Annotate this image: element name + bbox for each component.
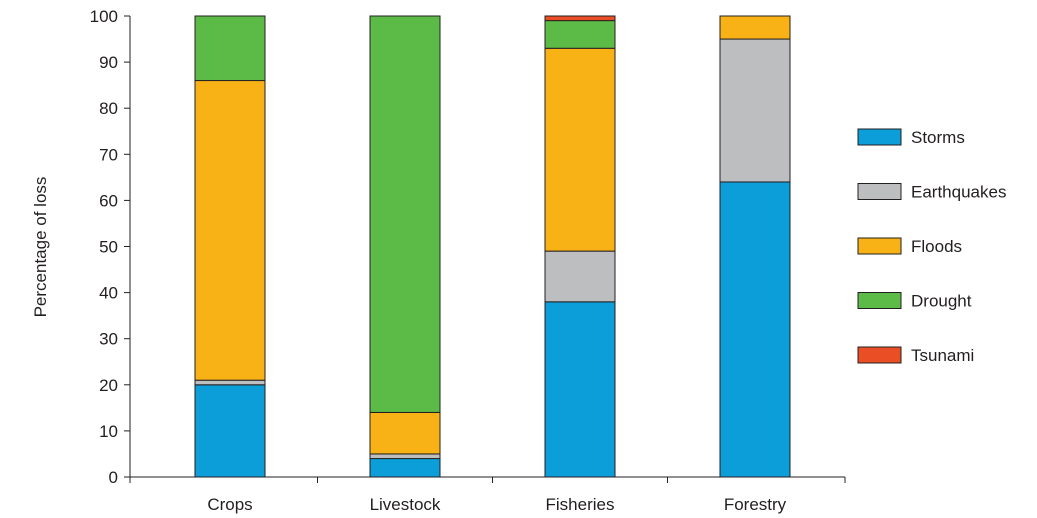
bar-segment-earthquakes	[544, 250, 616, 303]
bar-segment-floods	[369, 411, 441, 455]
x-category-label: Crops	[207, 495, 252, 514]
bar-segment-drought	[544, 20, 616, 49]
bar-segment-drought	[369, 15, 441, 413]
axes: 0 10 20 30 40 50 60 70 80 90 100 Crops Livestock Fish…	[90, 7, 846, 514]
legend-label: Tsunami	[911, 346, 974, 365]
x-category-label: Fisheries	[546, 495, 615, 514]
bar-segment-storms	[719, 181, 791, 478]
x-category-label: Forestry	[724, 495, 787, 514]
y-tick-label: 10	[99, 422, 118, 441]
bar-segment-earthquakes	[719, 38, 791, 183]
y-tick-label: 100	[90, 7, 118, 26]
bar-segment-storms	[194, 384, 266, 478]
legend-swatch-tsunami	[857, 346, 902, 364]
bar-segment-floods	[544, 47, 616, 252]
bar-segment-floods	[719, 15, 791, 40]
y-tick-label: 40	[99, 284, 118, 303]
y-tick-label: 50	[99, 238, 118, 257]
y-axis-title: Percentage of loss	[31, 177, 50, 318]
y-tick-label: 60	[99, 191, 118, 210]
bar-segment-storms	[369, 458, 441, 478]
legend-label: Drought	[911, 292, 972, 311]
y-tick-label: 70	[99, 145, 118, 164]
y-tick-label: 30	[99, 330, 118, 349]
legend-label: Floods	[911, 237, 962, 256]
legend-swatch-storms	[857, 128, 902, 146]
bars	[194, 15, 791, 478]
y-tick-label: 20	[99, 376, 118, 395]
legend-swatch-earthquakes	[857, 183, 902, 200]
bar-segment-earthquakes	[369, 453, 441, 460]
bar-segment-drought	[194, 15, 266, 82]
y-tick-label: 80	[99, 99, 118, 118]
legend: Storms Earthquakes Floods Drought Tsunami	[857, 128, 1006, 365]
bar-segment-tsunami	[544, 15, 616, 22]
bar-segment-earthquakes	[194, 379, 266, 386]
legend-swatch-drought	[857, 292, 902, 309]
bar-segment-storms	[544, 301, 616, 478]
bar-segment-floods	[194, 80, 266, 381]
legend-swatch-floods	[857, 237, 902, 255]
y-tick-label: 90	[99, 53, 118, 72]
legend-label: Storms	[911, 128, 965, 147]
x-category-label: Livestock	[370, 495, 441, 514]
y-tick-label: 0	[109, 468, 118, 487]
legend-label: Earthquakes	[911, 183, 1006, 202]
